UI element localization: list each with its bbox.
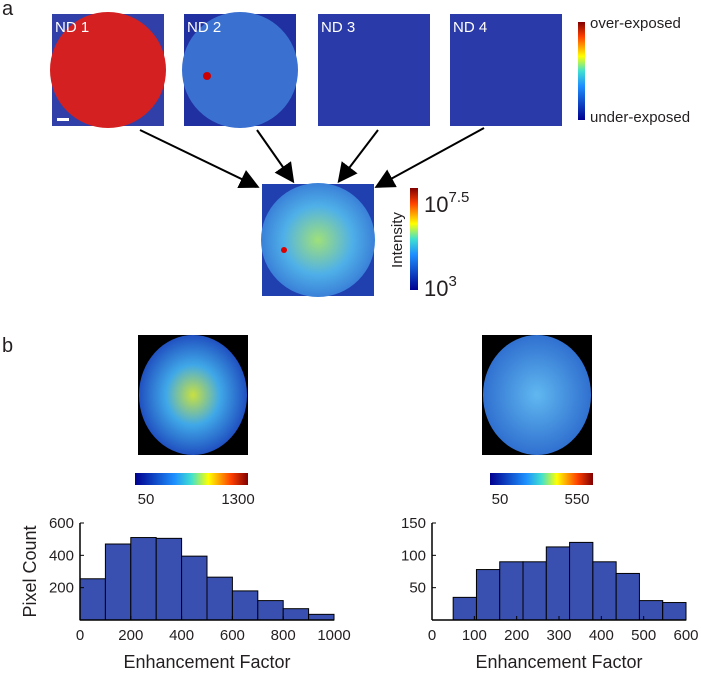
colorbar-label: 50 [492, 491, 509, 508]
arrows [139, 127, 485, 189]
y-tick-label: 600 [49, 515, 74, 532]
y-tick-label: 400 [49, 547, 74, 564]
x-tick-label: 100 [462, 627, 487, 644]
bar [522, 561, 547, 621]
bar [475, 569, 501, 621]
image [139, 335, 247, 455]
bar [308, 613, 335, 621]
y-tick-label: 200 [49, 580, 74, 597]
bar [181, 555, 208, 621]
colorbar [578, 22, 585, 120]
y-tick-label: 100 [401, 547, 426, 564]
colorbar [410, 188, 418, 290]
x-tick-label: 600 [220, 627, 245, 644]
bar [130, 537, 157, 621]
image [450, 14, 562, 126]
panel-label: b [2, 335, 13, 357]
bar [662, 602, 687, 621]
image [50, 12, 166, 128]
base: 10 [424, 276, 448, 301]
bar [615, 572, 640, 621]
x-tick-label: 0 [76, 627, 84, 644]
colorbar-label: 550 [564, 491, 589, 508]
bar [569, 541, 594, 621]
x-tick-label: 400 [589, 627, 614, 644]
image [182, 12, 298, 128]
colorbar [135, 473, 248, 485]
bar [638, 600, 664, 621]
bar [206, 576, 233, 621]
colorbar [490, 473, 593, 485]
x-tick-label: 400 [169, 627, 194, 644]
x-tick-label: 200 [118, 627, 143, 644]
x-tick-label: 600 [673, 627, 698, 644]
bar [592, 561, 617, 621]
panel-a: a ND 1 ND 2 ND 3 ND 4 over-exposed under… [2, 0, 690, 301]
x-tick-label: 0 [428, 627, 436, 644]
image-label: ND 1 [55, 19, 89, 36]
image-label: ND 3 [321, 19, 355, 36]
scale-bar [142, 461, 152, 464]
exponent: 7.5 [448, 189, 469, 206]
colorbar-label: 1300 [221, 491, 254, 508]
colorbar-label: 50 [138, 491, 155, 508]
image-label: ND 2 [187, 19, 221, 36]
colorbar-label: over-exposed [590, 15, 681, 32]
bar [104, 543, 132, 621]
x-tick-label: 800 [271, 627, 296, 644]
colorbar-max: 107.5 [424, 189, 469, 217]
x-axis-label: Enhancement Factor [475, 652, 642, 672]
scale-bar [486, 461, 496, 464]
base: 10 [424, 192, 448, 217]
colorbar-label: under-exposed [590, 109, 690, 126]
image-label: ND 4 [453, 19, 487, 36]
x-tick-label: 500 [631, 627, 656, 644]
image [318, 14, 430, 126]
colorbar-min: 103 [424, 273, 457, 301]
image [281, 247, 287, 253]
scale-bar [57, 118, 69, 121]
bar [282, 608, 310, 621]
panel-label: a [2, 0, 14, 20]
x-axis-label: Enhancement Factor [123, 652, 290, 672]
y-tick-label: 150 [401, 515, 426, 532]
bar [231, 590, 259, 621]
bar [499, 561, 524, 621]
x-tick-label: 300 [546, 627, 571, 644]
bar [545, 546, 571, 621]
y-axis-label: Pixel Count [20, 525, 40, 617]
image [203, 72, 211, 80]
panel-b: b 50 1300 50 550 [2, 335, 593, 508]
bar [79, 578, 106, 621]
x-tick-label: 200 [504, 627, 529, 644]
x-tick-label: 1000 [317, 627, 350, 644]
bar [257, 600, 284, 621]
bar [155, 537, 183, 621]
y-tick-label: 50 [409, 580, 426, 597]
image [483, 335, 591, 455]
image [261, 183, 375, 297]
bar [452, 596, 477, 621]
colorbar-title: Intensity [389, 212, 406, 268]
exponent: 3 [448, 273, 456, 290]
